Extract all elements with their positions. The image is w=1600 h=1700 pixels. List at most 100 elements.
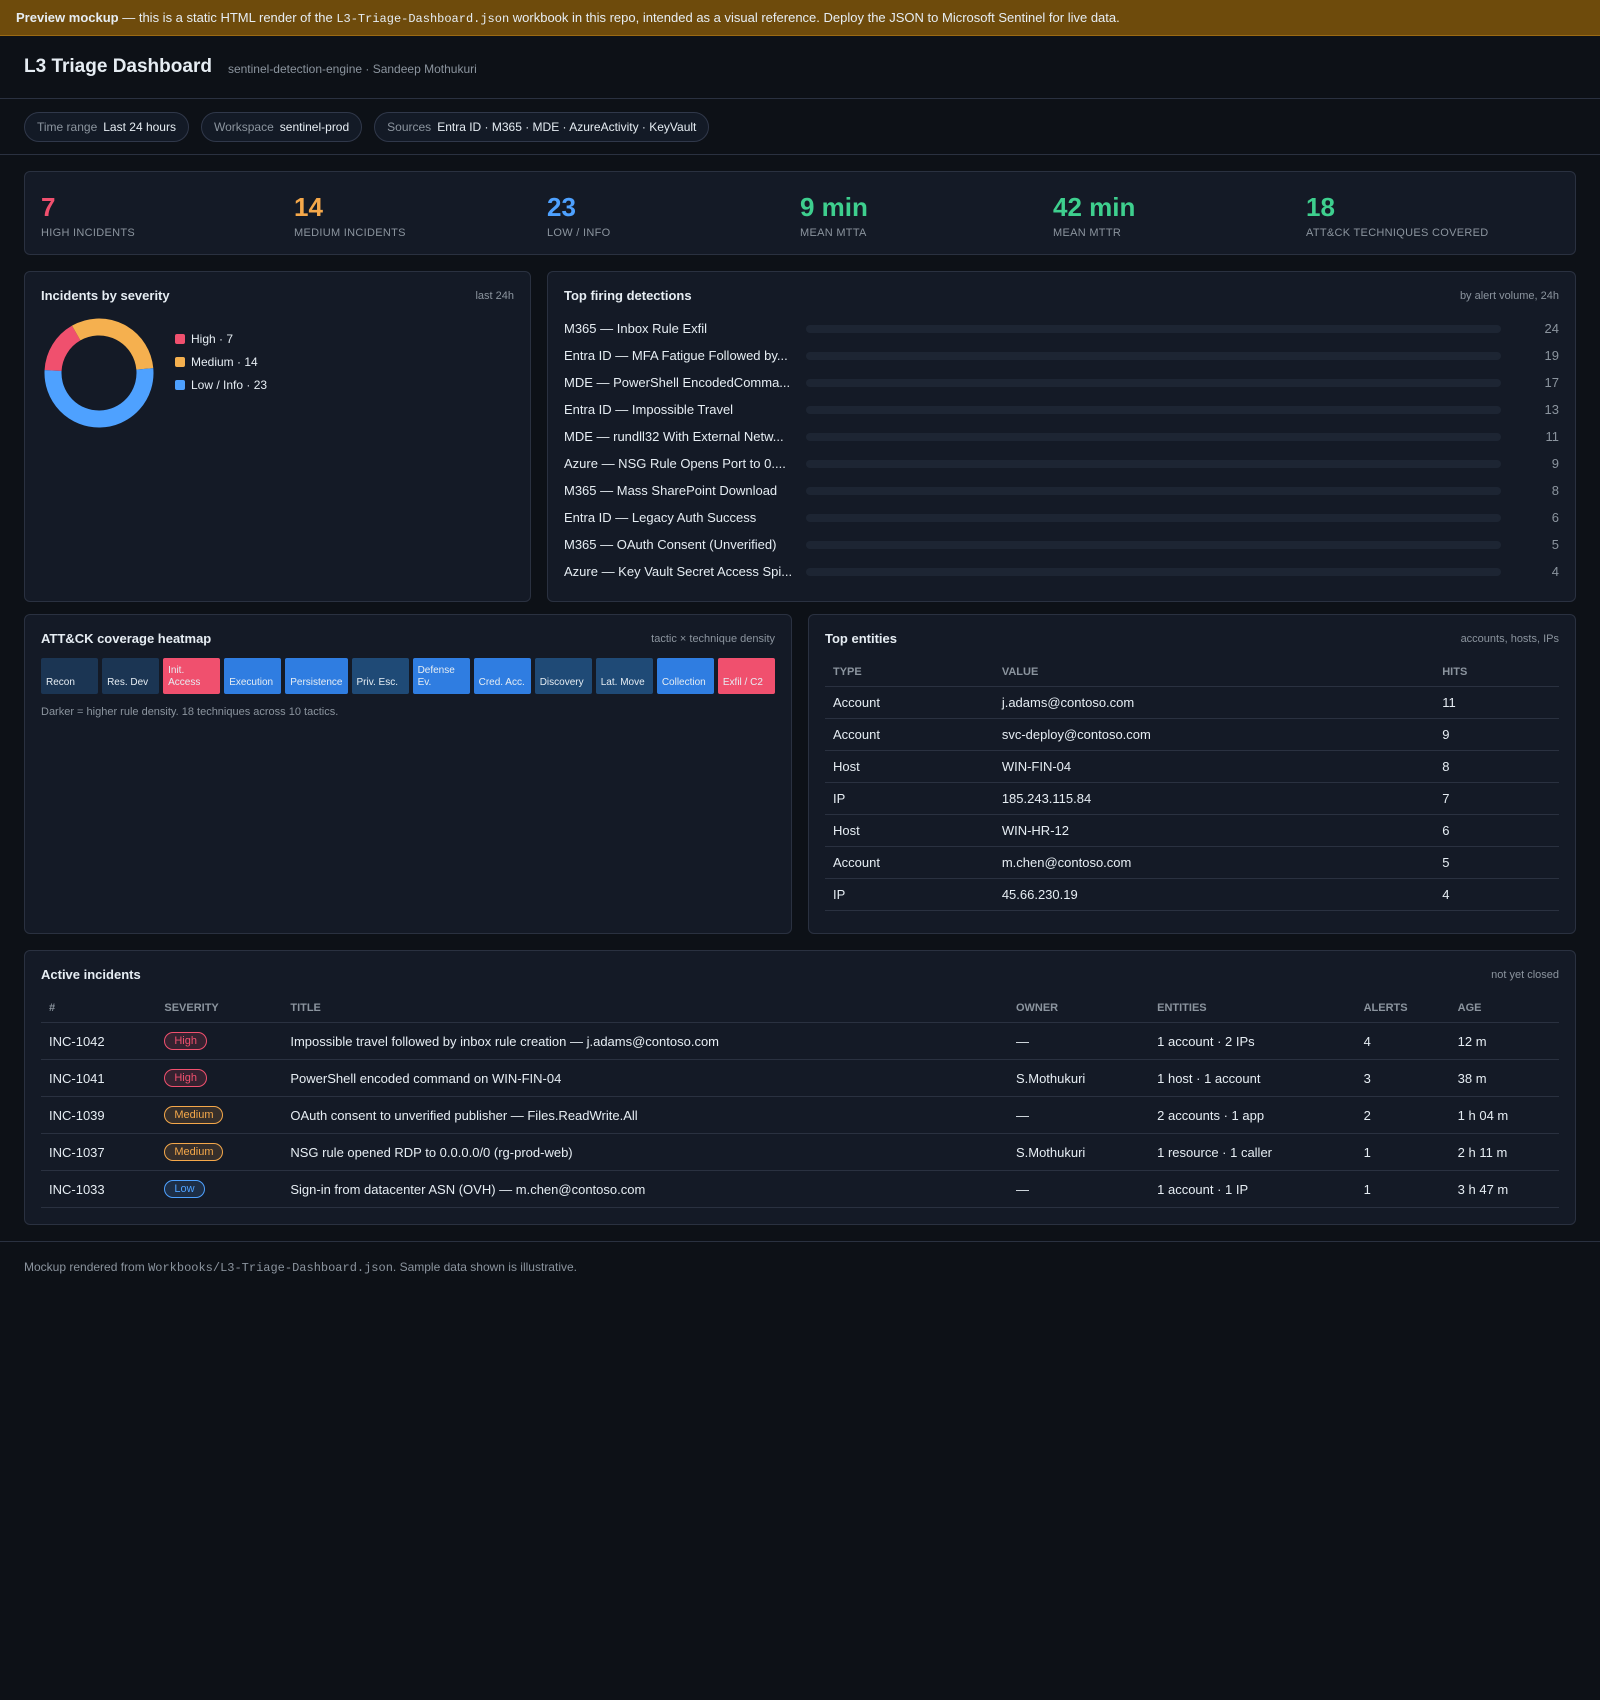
detection-name: Entra ID — Impossible Travel [564,402,734,417]
column-header: ALERTS [1355,994,1450,1023]
detection-count: 13 [1544,402,1559,417]
severity-cell: High [156,1059,283,1097]
detection-track [806,567,1501,576]
detection-track [806,378,1501,387]
detection-count: 24 [1544,321,1559,336]
column-header: ENTITIES [1149,994,1356,1023]
entities-panel: Top entities accounts, hosts, IPs TYPE VALU… [808,614,1576,934]
detection-count: 19 [1544,348,1559,363]
footer-code: Workbooks/L3-Triage-Dashboard.json [148,1261,393,1275]
incident-alerts: 1 [1355,1133,1450,1171]
severity-panel: Incidents by severity last 24h High · 7 Med… [24,271,531,602]
donut-wrap: High · 7 Medium · 14 Low / Info · 23 [41,315,514,431]
detection-name: Entra ID — Legacy Auth Success [564,510,757,525]
cell: Host [825,814,994,847]
detection-row: Entra ID — Legacy Auth Success 6 [564,504,1559,531]
severity-badge: Low [164,1180,205,1198]
banner-strong: Preview mockup [16,10,119,25]
incident-alerts: 1 [1355,1170,1450,1208]
detection-track [806,351,1501,360]
severity-title: Incidents by severity [41,288,170,303]
kpi: 18 ATT&CK TECHNIQUES COVERED [1306,192,1559,254]
incident-id: INC-1039 [41,1096,157,1134]
dashboard: Preview mockup — this is a static HTML r… [0,0,1600,1275]
severity-badge: High [164,1032,207,1050]
heatmap-caption: Darker = higher rule density. 18 techniq… [41,706,339,718]
heatmap-tile: Init. Access [163,658,221,694]
incident-age: 38 m [1449,1059,1559,1097]
detection-row: MDE — rundll32 With External Netw... 11 [564,423,1559,450]
incident-title: PowerShell encoded command on WIN-FIN-04 [282,1059,1008,1097]
detection-count: 5 [1551,537,1559,552]
heatmap-tiles: Recon Res. Dev Init. Access Execution Persis… [41,658,775,694]
legend-item: High · 7 [175,328,267,351]
header-row: TYPE VALUE HITS [825,658,1559,687]
cell: 9 [1434,718,1559,751]
column-header: VALUE [993,658,1435,687]
panel-header: ATT&CK coverage heatmap tactic × techniqu… [41,631,775,646]
kpi-value: 9 min [800,192,868,222]
incident-age: 2 h 11 m [1449,1133,1559,1171]
incident-alerts: 2 [1355,1096,1450,1134]
cell: Account [825,686,994,719]
legend-label: Medium · 14 [191,355,258,369]
detection-track [806,513,1501,522]
detection-count: 17 [1544,375,1559,390]
heatmap-title: ATT&CK coverage heatmap [41,631,212,646]
cell: 4 [1434,878,1559,911]
detections-title: Top firing detections [564,288,692,303]
severity-badge: High [164,1069,207,1087]
cell: WIN-HR-12 [993,814,1435,847]
incident-entities: 1 account · 1 IP [1149,1170,1356,1208]
detection-name: MDE — PowerShell EncodedComma... [564,375,791,390]
heatmap-tile: Cred. Acc. [473,658,531,694]
column-header: TYPE [825,658,994,687]
incidents-row: INC-1039 Medium OAuth consent to unverifie… [41,1096,1559,1134]
severity-cell: Low [156,1170,283,1208]
incident-alerts: 4 [1355,1022,1450,1060]
severity-note: last 24h [475,289,514,302]
detection-name: MDE — rundll32 With External Netw... [564,429,784,444]
footer-text: . Sample data shown is illustrative. [392,1260,577,1274]
detection-track [806,405,1501,414]
kpi-label: MEAN MTTR [1053,227,1122,239]
kpi: 14 MEDIUM INCIDENTS [294,192,547,254]
incidents-panel: Active incidents not yet closed # SEVERITY T… [24,950,1576,1225]
severity-badge: Medium [164,1106,224,1124]
incident-title: Sign-in from datacenter ASN (OVH) — m.ch… [282,1170,1008,1208]
heatmap-tile: Lat. Move [595,658,653,694]
detection-name: Entra ID — MFA Fatigue Followed by... [564,348,788,363]
legend-item: Medium · 14 [175,351,267,374]
detection-row: Entra ID — Impossible Travel 13 [564,396,1559,423]
legend-item: Low / Info · 23 [175,374,267,397]
heatmap-tile: Res. Dev [102,658,160,694]
entities-table: TYPE VALUE HITS Account j.adams@contoso.com 1… [825,658,1559,911]
banner-code: L3-Triage-Dashboard.json [336,12,510,26]
detection-row: Entra ID — MFA Fatigue Followed by... 19 [564,342,1559,369]
detection-count: 11 [1545,429,1560,444]
legend-label: High · 7 [191,332,234,346]
subtitle: sentinel-detection-engine · Sandeep Moth… [227,61,477,76]
filter-chip[interactable]: Time range Last 24 hours [24,111,189,142]
legend-swatch [175,357,185,367]
kpi: 23 LOW / INFO [547,192,800,254]
detection-name: M365 — OAuth Consent (Unverified) [564,537,777,552]
filter-value: Last 24 hours [103,119,176,134]
column-header: AGE [1449,994,1559,1023]
incident-owner: S.Mothukuri [1007,1059,1150,1097]
incident-title: Impossible travel followed by inbox rule… [282,1022,1008,1060]
filter-chip[interactable]: Sources Entra ID · M365 · MDE · AzureActi… [374,111,710,142]
main: 7 HIGH INCIDENTS 14 MEDIUM INCIDENTS 23 LOW /… [0,155,1600,1225]
detection-row: M365 — Mass SharePoint Download 8 [564,477,1559,504]
kpi-label: HIGH INCIDENTS [41,227,136,239]
kpi: 7 HIGH INCIDENTS [41,192,294,254]
entities-row: IP 45.66.230.19 4 [825,878,1559,911]
incidents-row: INC-1033 Low Sign-in from datacenter ASN (… [41,1170,1559,1208]
detection-track [806,324,1501,333]
entities-note: accounts, hosts, IPs [1460,632,1559,645]
filter-chip[interactable]: Workspace sentinel-prod [200,111,363,142]
detection-row: M365 — Inbox Rule Exfil 24 [564,315,1559,342]
heatmap-tile: Collection [656,658,714,694]
incident-age: 12 m [1449,1022,1559,1060]
cell: 5 [1434,846,1559,879]
